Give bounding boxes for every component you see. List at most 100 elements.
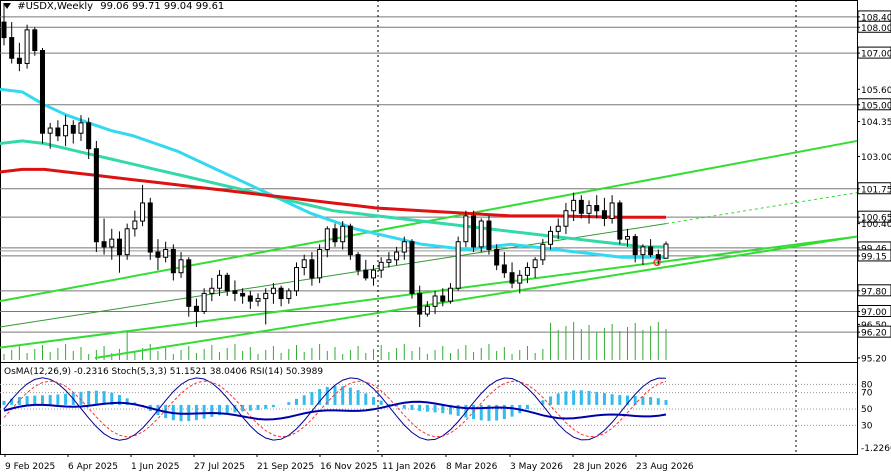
candle-body: [424, 305, 430, 315]
candle-body: [78, 122, 84, 134]
candle-body: [563, 210, 569, 227]
chart-header: #USDX,Weekly 99.06 99.71 99.04 99.61: [3, 1, 224, 12]
stochastic-main-line: [3, 377, 667, 441]
candle-body: [486, 220, 492, 250]
candle-body: [378, 261, 384, 271]
candle-body: [101, 241, 107, 248]
candle-body: [163, 248, 169, 258]
candle-body: [632, 236, 638, 256]
candle-body: [155, 251, 161, 258]
trend-line: [0, 223, 667, 328]
candle-body: [517, 274, 523, 284]
rsi-line: [3, 400, 667, 421]
price-marker: [653, 258, 661, 267]
candle-body: [217, 274, 223, 289]
candle-body: [401, 241, 407, 253]
candle-body: [317, 248, 323, 279]
candle-body: [478, 220, 484, 248]
date-tick-label: 8 Mar 2026: [446, 462, 498, 472]
candle-body: [140, 202, 146, 222]
candle-body: [455, 241, 461, 289]
candle-body: [447, 287, 453, 302]
candle-body: [332, 228, 338, 243]
candle-body: [394, 251, 400, 261]
candle-body: [232, 290, 238, 294]
candle-body: [601, 210, 607, 219]
trend-line-extension: [665, 192, 858, 225]
candle-body: [509, 272, 515, 284]
candle-body: [201, 292, 207, 312]
candle-body: [32, 29, 38, 52]
candle-body: [501, 264, 507, 274]
candle-body: [255, 298, 261, 302]
candle-body: [586, 205, 592, 214]
candle-body: [471, 215, 477, 248]
candle-body: [301, 259, 307, 269]
candle-body: [663, 243, 669, 259]
candle-body: [309, 259, 315, 279]
candle-body: [9, 37, 15, 59]
candle-body: [386, 259, 392, 263]
candle-body: [270, 287, 276, 294]
candle-body: [409, 241, 415, 294]
price-tick-label: 97.00: [861, 308, 887, 318]
candle-body: [571, 199, 577, 212]
stochastic-signal-line: [3, 380, 667, 438]
price-tick-label: 100.40: [861, 220, 891, 230]
price-tick-label: 103.00: [861, 153, 891, 163]
candle-body: [609, 202, 615, 219]
candle-body: [70, 124, 76, 134]
price-tick-label: 104.35: [861, 118, 891, 128]
candle-body: [116, 238, 122, 256]
candle-body: [286, 290, 292, 300]
candle-body: [55, 127, 61, 137]
candle-body: [432, 295, 438, 307]
candle-body: [86, 122, 92, 150]
candle-body: [1, 21, 7, 39]
candle-body: [363, 269, 369, 279]
candle-body: [370, 269, 376, 279]
candle-body: [640, 246, 646, 256]
indicator-header: OsMA(12,26,9) -0.2316 Stoch(5,3,3) 51.15…: [4, 367, 324, 377]
indicator-tick-label: 50: [861, 405, 873, 415]
candle-body: [124, 228, 130, 256]
candle-body: [532, 259, 538, 269]
candle-body: [625, 236, 631, 240]
price-tick-label: 99.15: [861, 252, 887, 262]
candle-body: [178, 259, 184, 274]
indicator-tick-label: 30: [861, 421, 873, 431]
price-tick-label: 105.00: [861, 101, 891, 111]
candle-body: [355, 254, 361, 271]
candle-body: [463, 215, 469, 243]
candle-body: [548, 230, 554, 245]
candle-body: [347, 225, 353, 256]
date-tick-label: 11 Jan 2026: [382, 462, 436, 472]
price-tick-label: 99.46: [861, 244, 887, 254]
price-tick-label: 95.20: [861, 355, 887, 365]
candle-body: [240, 292, 246, 297]
candle-body: [186, 259, 192, 307]
candle-body: [440, 295, 446, 302]
price-tick-label: 108.40: [861, 13, 891, 23]
symbol-label: #USDX,Weekly: [17, 1, 94, 12]
date-tick-label: 21 Sep 2025: [257, 462, 314, 472]
price-tick-label: 100.65: [861, 214, 891, 224]
candle-body: [524, 267, 530, 276]
candle-body: [24, 29, 30, 64]
moving-average-red: [0, 167, 666, 219]
candle-body: [224, 274, 230, 292]
candle-body: [324, 228, 330, 250]
date-tick-label: 9 Feb 2025: [5, 462, 55, 472]
candle-body: [193, 305, 199, 312]
candle-body: [617, 202, 623, 240]
candle-body: [247, 295, 253, 302]
candle-body: [494, 248, 500, 266]
moving-average-cyan: [0, 87, 666, 259]
candle-body: [648, 246, 654, 256]
candle-body: [578, 199, 584, 214]
indicator-tick-label: 80: [861, 380, 873, 390]
candle-body: [63, 124, 69, 137]
chevron-down-icon[interactable]: [3, 3, 11, 9]
candle-body: [294, 267, 300, 292]
